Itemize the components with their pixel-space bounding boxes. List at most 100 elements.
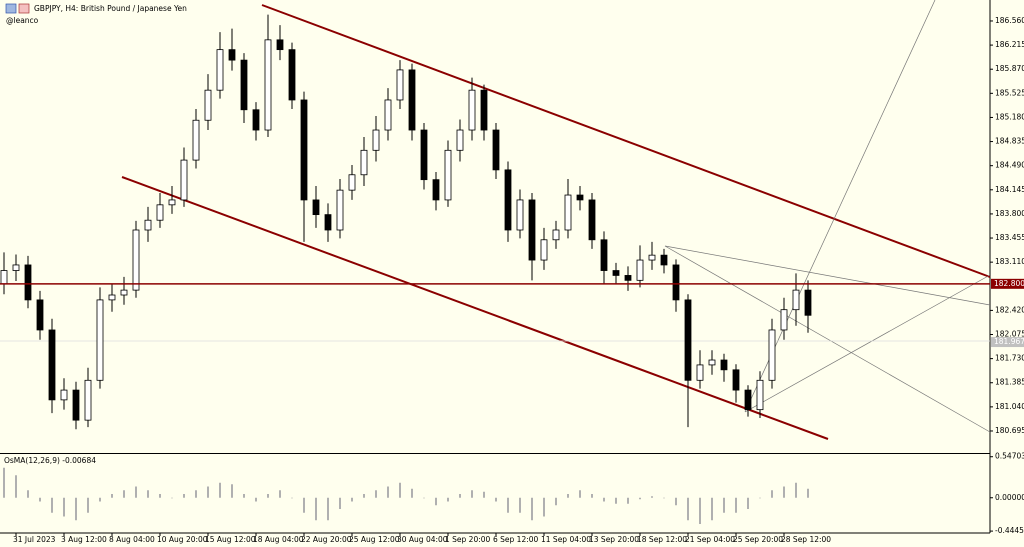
histogram-bar [135,486,137,498]
candle-body [204,89,212,121]
histogram-bar [375,490,377,498]
candle-body [612,270,620,276]
histogram-bar [651,496,653,498]
candle-body [564,194,572,231]
y-tick-label: 185.525 [995,88,1024,97]
histogram-bar [723,497,725,513]
y-tick-label: -0.44457 [995,526,1024,535]
histogram-bar [291,497,293,499]
candle-body [36,299,44,331]
histogram-bar [63,497,65,517]
candle-body [408,69,416,131]
y-tick-label: 180.695 [995,426,1024,435]
candle-body [312,199,320,216]
histogram-bar [687,497,689,521]
candle-body [468,89,476,131]
fan-line [664,245,991,433]
candle-body [432,179,440,201]
y-tick-label: 185.180 [995,112,1024,121]
candle-body [24,264,32,301]
candle-body [492,129,500,171]
candle-body [144,219,152,231]
histogram-bar [159,494,161,498]
candle-body [168,199,176,206]
histogram-bar [327,497,329,521]
x-tick-label: 22 Aug 20:00 [301,535,352,544]
y-tick-label: 0.00000 [995,493,1024,502]
candle-body [300,99,308,201]
x-tick-label: 21 Sep 04:00 [685,535,735,544]
histogram-bar [603,497,605,502]
x-tick-label: 3 Aug 12:00 [61,535,107,544]
histogram-bar [699,497,701,524]
x-tick-label: 31 Jul 2023 [13,535,56,544]
histogram-bar [615,497,617,504]
candle-body [420,129,428,181]
chart-title: GBPJPY, H4: British Pound / Japanese Yen [34,4,187,13]
histogram-bar [747,497,749,509]
candle-body [228,49,236,61]
y-tick-label: 184.490 [995,161,1024,170]
x-tick-label: 28 Sep 12:00 [781,535,831,544]
histogram-bar [255,497,257,502]
candle-body [60,389,68,401]
candle-body [540,239,548,261]
histogram-bar [759,497,761,499]
y-tick-label: 182.075 [995,330,1024,339]
histogram-bar [807,488,809,498]
histogram-bar [171,497,173,499]
histogram-bar [639,497,641,500]
candle-body [684,299,692,381]
histogram-bar [423,497,425,499]
symbol-icon [18,3,30,14]
histogram-bar [111,494,113,498]
candle-body [348,174,356,191]
candle-body [96,299,104,381]
indicator-title: OsMA(12,26,9) -0.00684 [4,456,96,465]
candle-body [780,309,788,331]
y-tick-label: 181.385 [995,378,1024,387]
x-tick-label: 6 Sep 12:00 [493,535,539,544]
histogram-bar [795,482,797,498]
candle-body [768,329,776,381]
candle-body [48,329,56,401]
fan-line [744,0,936,413]
candle-body [732,369,740,391]
histogram-bar [531,497,533,521]
candle-body [216,49,224,91]
bid-label-box [991,337,1024,348]
candle-body [108,294,116,301]
chart-subtitle: @leanco [6,16,39,25]
histogram-bar [231,484,233,498]
histogram-bar [591,494,593,498]
histogram-bar [243,494,245,498]
candle-body [600,239,608,271]
candle-body [264,39,272,131]
histogram-bar [363,494,365,498]
candle-body [552,229,560,241]
fan-line [744,274,991,413]
candle-body [84,379,92,421]
candle-body [324,214,332,231]
histogram-bar [147,490,149,498]
candle-body [516,199,524,231]
histogram-bar [303,497,305,513]
candle-body [444,149,452,201]
candle-body [288,49,296,101]
candle-body [696,364,704,381]
candle-body [624,275,632,281]
histogram-bar [471,490,473,498]
x-tick-label: 8 Aug 04:00 [109,535,155,544]
candle-body [72,389,80,421]
histogram-bar [15,475,17,498]
x-tick-label: 15 Aug 12:00 [205,535,256,544]
histogram-bar [87,497,89,513]
candle-body [132,229,140,291]
y-tick-label: 185.870 [995,64,1024,73]
candle-body [120,289,128,296]
y-tick-label: 182.420 [995,305,1024,314]
x-tick-label: 1 Sep 20:00 [445,535,491,544]
x-tick-label: 25 Sep 20:00 [733,535,783,544]
